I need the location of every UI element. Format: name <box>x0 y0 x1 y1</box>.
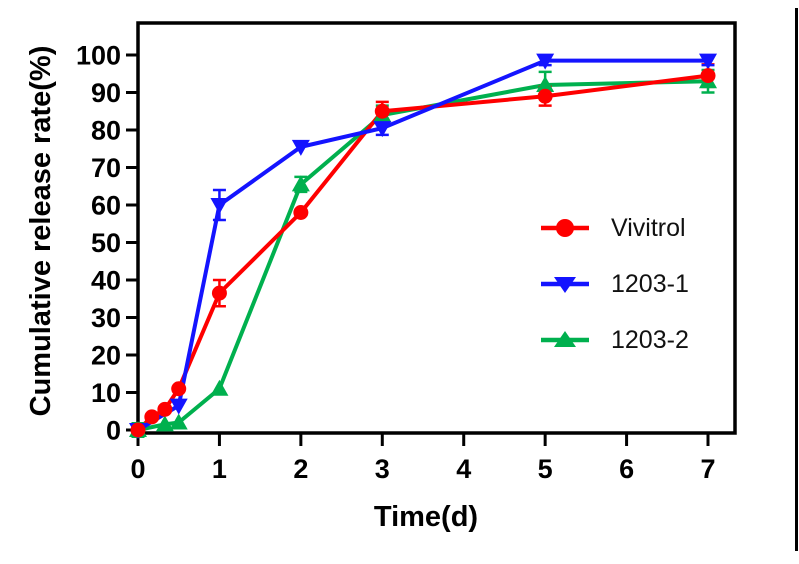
data-point-triangle-down <box>373 121 392 138</box>
1203-2-series-icon <box>541 331 589 347</box>
data-point-triangle-down <box>699 53 718 70</box>
y-axis-title: Cumulative release rate(%) <box>25 45 57 417</box>
data-point-circle <box>157 401 173 417</box>
y-tick-label: 50 <box>91 228 121 258</box>
legend-circle-icon <box>556 219 574 237</box>
1203-1-series-icon <box>541 277 589 293</box>
x-tick-label: 7 <box>700 454 715 484</box>
x-tick-label: 1 <box>212 454 227 484</box>
x-tick-label: 4 <box>456 454 471 484</box>
legend: Vivitrol 1203-1 1203-2 <box>540 200 689 368</box>
data-point-circle <box>374 103 390 119</box>
data-point-circle <box>144 409 160 425</box>
data-point-circle <box>130 422 146 438</box>
y-tick-label: 80 <box>91 116 121 146</box>
data-point-triangle-down <box>536 53 555 70</box>
legend-label-vivitrol: Vivitrol <box>611 213 686 242</box>
data-point-circle <box>700 68 716 84</box>
x-tick-label: 2 <box>293 454 308 484</box>
plot-frame <box>136 21 737 435</box>
data-point-triangle-up <box>155 415 174 432</box>
data-point-triangle-down <box>169 398 188 415</box>
y-tick-label: 0 <box>106 416 121 446</box>
x-axis-title: Time(d) <box>373 501 479 533</box>
legend-item-1203-2: 1203-2 <box>540 312 689 368</box>
x-tick-label: 0 <box>130 454 145 484</box>
y-tick-label: 100 <box>76 41 121 71</box>
x-tick-label: 5 <box>538 454 553 484</box>
x-tick-label: 3 <box>375 454 390 484</box>
legend-triangle-up-icon <box>554 331 576 347</box>
y-tick-label: 10 <box>91 378 121 408</box>
data-point-triangle-up <box>210 379 229 396</box>
data-point-circle <box>171 381 187 397</box>
data-point-circle <box>293 205 309 220</box>
data-point-circle <box>211 285 227 301</box>
legend-item-vivitrol: Vivitrol <box>540 200 689 256</box>
y-tick-label: 30 <box>91 303 121 333</box>
y-tick-label: 70 <box>91 153 121 183</box>
data-point-triangle-up <box>169 413 188 430</box>
y-tick-label: 40 <box>91 266 121 296</box>
legend-label-1203-1: 1203-1 <box>611 269 689 298</box>
data-point-triangle-down <box>210 198 229 214</box>
legend-item-1203-1: 1203-1 <box>540 256 689 312</box>
page-border-line <box>795 8 798 551</box>
data-point-triangle-up <box>536 76 555 92</box>
legend-label-1203-2: 1203-2 <box>611 325 689 354</box>
legend-triangle-down-icon <box>554 277 576 293</box>
data-point-triangle-down <box>291 139 310 156</box>
y-tick-label: 20 <box>91 341 121 371</box>
x-tick-label: 6 <box>619 454 634 484</box>
data-point-circle <box>537 88 553 104</box>
y-tick-label: 90 <box>91 78 121 108</box>
vivitrol-series-icon <box>541 219 589 237</box>
data-point-triangle-up <box>291 175 310 192</box>
y-tick-label: 60 <box>91 191 121 221</box>
